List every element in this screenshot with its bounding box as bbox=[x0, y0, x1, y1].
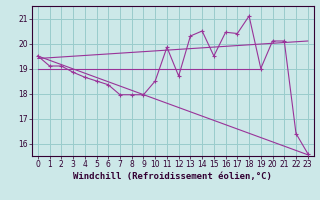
X-axis label: Windchill (Refroidissement éolien,°C): Windchill (Refroidissement éolien,°C) bbox=[73, 172, 272, 181]
